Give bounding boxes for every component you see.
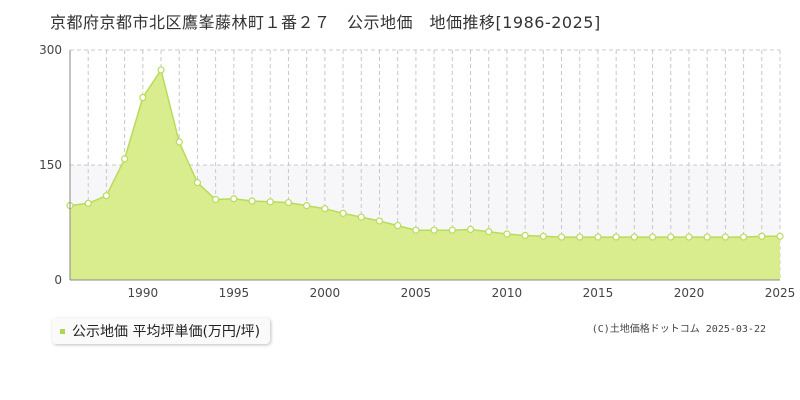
- y-tick-labels: 0 150 300: [39, 43, 62, 287]
- data-point-2019: [667, 233, 675, 241]
- data-point-1999: [303, 202, 311, 210]
- legend-label: 公示地価 平均坪単価(万円/坪): [72, 324, 261, 340]
- data-point-2024: [758, 232, 766, 240]
- data-point-1991: [157, 66, 165, 74]
- y-tick-label-150: 150: [39, 158, 62, 172]
- x-tick-label-2025: 2025: [765, 286, 796, 300]
- data-point-1990: [139, 93, 147, 102]
- data-point-2025: [776, 232, 784, 240]
- data-point-2005: [412, 226, 420, 234]
- price-line: [69, 68, 780, 238]
- data-point-2004: [394, 221, 402, 230]
- y-tick-label-300: 300: [39, 43, 62, 57]
- data-point-2012: [539, 232, 547, 240]
- data-point-2021: [703, 233, 711, 241]
- data-point-2007: [448, 226, 456, 234]
- x-tick-label-1990: 1990: [128, 286, 159, 300]
- data-point-2010: [503, 230, 511, 238]
- legend-swatch: [60, 328, 65, 334]
- x-tick-labels: 1990 1995 2000 2005 2010 2015 2020 2025: [128, 286, 796, 300]
- data-point-2015: [594, 233, 602, 241]
- data-point-1997: [266, 198, 274, 206]
- data-point-1987: [84, 199, 92, 207]
- copyright-credit: (C)土地価格ドットコム 2025-03-22: [591, 324, 766, 335]
- data-point-2023: [739, 233, 748, 241]
- x-tick-label-2005: 2005: [401, 286, 432, 300]
- data-point-2000: [321, 205, 329, 213]
- x-tick-label-2010: 2010: [492, 286, 523, 300]
- data-point-2022: [721, 233, 729, 241]
- price-area: [70, 69, 780, 281]
- x-tick-label-2020: 2020: [674, 286, 705, 300]
- legend: 公示地価 平均坪単価(万円/坪): [52, 318, 271, 344]
- chart-title: 京都府京都市北区鷹峯藤林町１番２７ 公示地価 地価推移[1986-2025]: [50, 13, 601, 32]
- y-tick-label-0: 0: [54, 273, 62, 287]
- data-point-1992: [175, 138, 183, 146]
- x-tick-label-2015: 2015: [583, 286, 614, 300]
- data-point-1995: [230, 195, 238, 203]
- data-point-2018: [648, 233, 657, 241]
- data-point-2002: [357, 213, 365, 221]
- data-point-2011: [521, 231, 529, 240]
- data-point-1998: [284, 198, 293, 207]
- data-point-1993: [193, 179, 202, 187]
- data-point-1996: [248, 197, 256, 205]
- data-point-2014: [576, 233, 584, 241]
- data-point-markers: [66, 66, 784, 241]
- data-point-1988: [102, 192, 111, 200]
- data-point-1994: [212, 195, 220, 204]
- horizontal-gridlines: [70, 49, 780, 166]
- x-tick-label-1995: 1995: [219, 286, 250, 300]
- data-point-2020: [685, 233, 693, 241]
- data-point-2009: [485, 228, 493, 236]
- data-point-2001: [339, 209, 347, 217]
- x-tick-label-2000: 2000: [310, 286, 341, 300]
- data-point-1989: [121, 155, 129, 163]
- data-point-2016: [612, 233, 620, 241]
- data-point-2013: [557, 233, 566, 241]
- data-point-2008: [466, 225, 475, 233]
- data-point-2003: [375, 217, 384, 225]
- data-point-2006: [430, 226, 438, 234]
- data-point-2017: [630, 233, 638, 241]
